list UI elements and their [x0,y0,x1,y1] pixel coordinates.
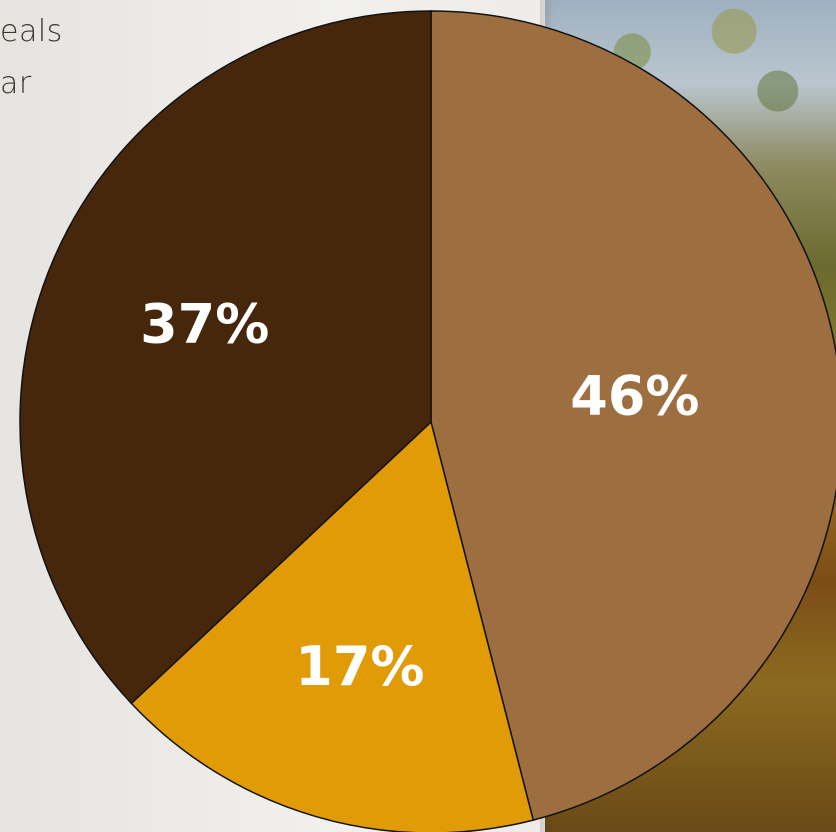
pie-slice-37 [19,10,432,705]
pie-label-17: 17% [295,635,424,698]
pie-slice-46 [430,10,836,822]
pie-label-37: 37% [140,293,269,356]
pie-labels: 46% 17% 37% [140,293,699,699]
pie-slice-17 [130,420,535,832]
cropped-text-line-2: ar [0,66,32,101]
cropped-text-line-1: eals [0,14,63,49]
pie-slices [19,10,836,832]
pie-label-46: 46% [570,365,699,428]
